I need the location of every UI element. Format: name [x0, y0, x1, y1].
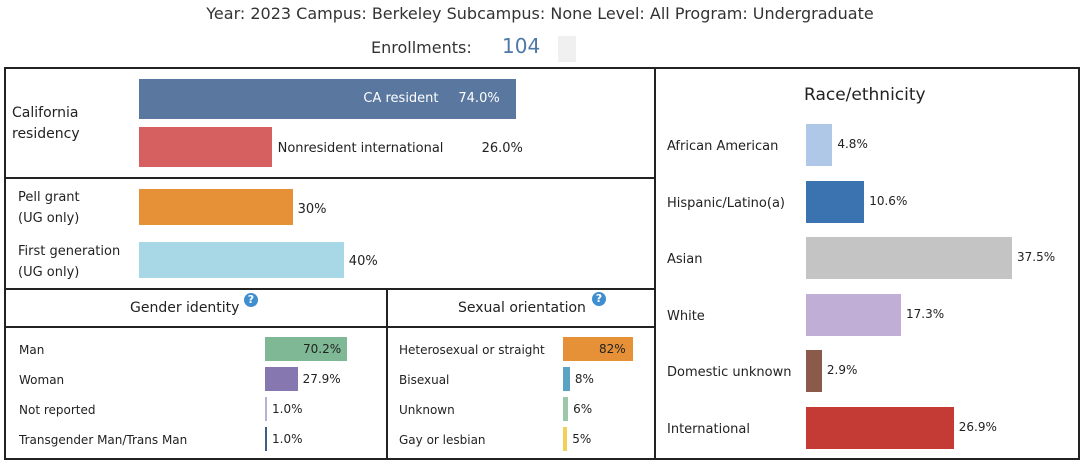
- race-bar-african-american: [806, 124, 833, 166]
- orientation-value-gay-or-lesbian: 5%: [572, 432, 592, 446]
- race-label-asian: Asian: [667, 252, 703, 267]
- residency-title: California residency: [12, 105, 80, 142]
- bar-ca-resident: [139, 79, 517, 119]
- enrollments-label: Enrollments:: [371, 38, 472, 57]
- orientation-bar-heterosexual-or-straight: [563, 337, 633, 361]
- race-bar-asian: [806, 237, 1012, 279]
- race-value-international: 26.9%: [958, 419, 997, 434]
- orientation-bar-bisexual: [563, 367, 570, 391]
- label-nonresident-international: Nonresident international: [277, 141, 444, 156]
- firstgen-title: First generation (UG only): [18, 244, 121, 280]
- gender-bar-not-reported: [265, 397, 267, 421]
- race-bar-white: [806, 293, 902, 336]
- gender-value-man: 70.2%: [303, 342, 342, 356]
- filter-summary: Year: 2023 Campus: Berkeley Subcampus: N…: [206, 4, 874, 23]
- bar-nonresident-international: [139, 127, 272, 167]
- orientation-value-unknown: 6%: [573, 402, 593, 416]
- orientation-label-unknown: Unknown: [399, 403, 455, 417]
- race-bar-domestic-unknown: [806, 350, 822, 392]
- orientation-header: Sexual orientation ?: [388, 290, 654, 328]
- race-bar-international: [806, 406, 954, 449]
- gender-label-man: Man: [19, 343, 45, 357]
- enrollments-box: [558, 36, 576, 62]
- enrollments-value: 104: [502, 34, 541, 58]
- race-value-african-american: 4.8%: [837, 137, 868, 151]
- race-label-international: International: [667, 421, 750, 437]
- race-panel: Race/ethnicity African American 4.8% Hispa…: [654, 67, 1080, 460]
- bar-pell-grant: [139, 189, 293, 225]
- value-nonresident-international: 26.0%: [481, 141, 523, 156]
- orientation-help-icon[interactable]: ?: [592, 292, 606, 306]
- orientation-bar-gay-or-lesbian: [563, 427, 568, 451]
- enrollments-row: Enrollments: 104: [0, 34, 1080, 62]
- gender-title: Gender identity: [130, 300, 240, 316]
- orientation-value-bisexual: 8%: [574, 372, 594, 386]
- race-bar-hispanic-latino-a: [806, 180, 865, 223]
- gender-value-not-reported: 1.0%: [272, 402, 303, 416]
- gender-value-woman: 27.9%: [302, 372, 341, 386]
- orientation-panel: Sexual orientation ? Heterosexual or str…: [386, 288, 656, 460]
- race-label-white: White: [667, 308, 705, 324]
- label-ca-resident: CA resident: [363, 91, 439, 106]
- race-label-african-american: African American: [667, 139, 779, 154]
- gender-label-woman: Woman: [19, 373, 65, 387]
- value-ca-resident: 74.0%: [458, 91, 500, 106]
- gender-bar-man: [265, 337, 347, 361]
- gender-panel: Gender identity ? Man 70.2% Woman 27.9% Not …: [4, 288, 388, 460]
- gender-bar-woman: [265, 367, 298, 391]
- gender-header: Gender identity ?: [6, 290, 386, 328]
- race-label-hispanic-latino-a: Hispanic/Latino(a): [667, 195, 785, 211]
- pell-title: Pell grant (UG only): [18, 190, 80, 226]
- bar-first-generation: [139, 242, 344, 278]
- value-pell-grant: 30%: [297, 202, 327, 217]
- race-value-white: 17.3%: [906, 306, 945, 321]
- pell-firstgen-panel: Pell grant (UG only) 30% First generatio…: [4, 177, 656, 290]
- orientation-label-gay-or-lesbian: Gay or lesbian: [399, 433, 486, 447]
- race-label-domestic-unknown: Domestic unknown: [667, 365, 792, 380]
- value-first-generation: 40%: [348, 254, 378, 269]
- orientation-bar-unknown: [563, 397, 569, 421]
- orientation-title: Sexual orientation: [458, 300, 586, 316]
- orientation-label-bisexual: Bisexual: [399, 373, 450, 387]
- race-value-domestic-unknown: 2.9%: [826, 363, 858, 377]
- orientation-label-heterosexual-or-straight: Heterosexual or straight: [399, 343, 545, 357]
- orientation-value-heterosexual-or-straight: 82%: [599, 342, 626, 356]
- gender-label-not-reported: Not reported: [19, 403, 96, 417]
- race-title: Race/ethnicity: [804, 85, 926, 105]
- gender-help-icon[interactable]: ?: [244, 293, 258, 307]
- residency-panel: California residency CA resident 74.0% N…: [4, 67, 656, 179]
- gender-bar-transgender-man-trans-man: [265, 427, 267, 451]
- race-value-hispanic-latino-a: 10.6%: [869, 193, 908, 208]
- gender-label-transgender-man-trans-man: Transgender Man/Trans Man: [19, 433, 188, 447]
- race-value-asian: 37.5%: [1017, 250, 1056, 264]
- gender-value-transgender-man-trans-man: 1.0%: [272, 432, 303, 446]
